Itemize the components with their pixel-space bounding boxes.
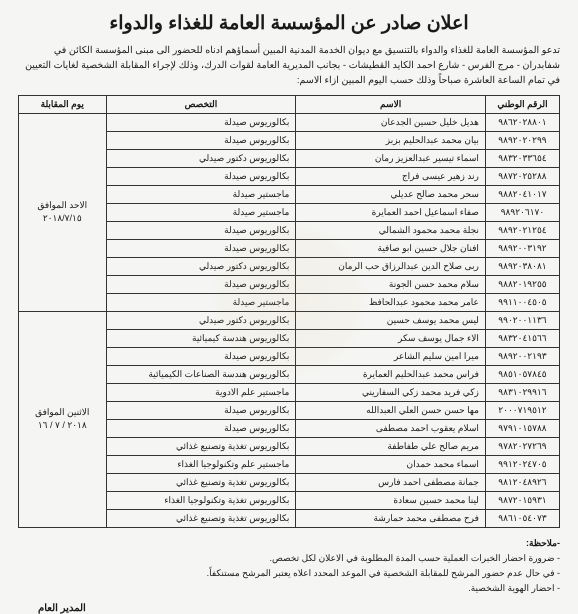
cell-specialization: بكالوريوس تغذية وتصنيع غذائي [106, 437, 296, 455]
cell-interview-day: الاحد الموافق٢٠١٨/٧/١٥ [19, 113, 107, 311]
col-name: الاسم [296, 95, 486, 113]
cell-specialization: ماجستير صيدلة [106, 293, 296, 311]
cell-specialization: بكالوريوس صيدلة [106, 167, 296, 185]
cell-name: اسماء محمد حمدان [296, 455, 486, 473]
cell-specialization: ماجستير علم وتكنولوجيا الغذاء [106, 455, 296, 473]
cell-national-id: ٩٨٦٢٠٢٨٨٠١ [485, 113, 559, 131]
notes-section: -ملاحظة: - ضرورة احضار الخبرات العملية ح… [18, 536, 560, 597]
cell-national-id: ٩٨٩٢٠٠٣١٩٢ [485, 239, 559, 257]
cell-specialization: بكالوريوس صيدلة [106, 347, 296, 365]
cell-national-id: ٩٩١٢٠٢٤٧٠٥ [485, 455, 559, 473]
cell-national-id: ٩٨٣٢٠٤١٥٦٦ [485, 329, 559, 347]
cell-name: صفاء اسماعيل احمد العمايرة [296, 203, 486, 221]
cell-name: جمانة مصطفى احمد فارس [296, 473, 486, 491]
col-specialization: التخصص [106, 95, 296, 113]
cell-national-id: ٩٨٧٢٠٢٥٢٨٨ [485, 167, 559, 185]
cell-specialization: بكالوريوس دكتور صيدلي [106, 311, 296, 329]
cell-national-id: ٩٨٩٢٠٦١٧٠ [485, 203, 559, 221]
page-title: اعلان صادر عن المؤسسة العامة للغذاء والد… [18, 12, 560, 35]
cell-name: مها حسن حسن العلي العبدالله [296, 401, 486, 419]
cell-national-id: ٩٩١١٠٠٤٥٠٥ [485, 293, 559, 311]
cell-specialization: ماجستير صيدلة [106, 203, 296, 221]
cell-specialization: بكالوريوس صيدلة [106, 239, 296, 257]
cell-specialization: ماجستير علم الادوية [106, 383, 296, 401]
cell-national-id: ٩٨٨٢٠١٩٢٥٥ [485, 275, 559, 293]
cell-national-id: ٩٨٣٢٠٣٣٦٥٤ [485, 149, 559, 167]
cell-national-id: ٩٨٣١٠٢٩٩١٦ [485, 383, 559, 401]
note-item: - احضار الهوية الشخصية. [18, 581, 560, 596]
cell-name: زكي فريد محمد زكي السفاريني [296, 383, 486, 401]
cell-specialization: بكالوريوس صيدلة [106, 131, 296, 149]
cell-specialization: بكالوريوس صيدلة [106, 113, 296, 131]
cell-national-id: ٩٨١٢٠٤٨٩٢٦ [485, 473, 559, 491]
cell-name: هديل خليل حسين الجدعان [296, 113, 486, 131]
cell-specialization: بكالوريوس دكتور صيدلي [106, 257, 296, 275]
cell-national-id: ٩٨٩٢٠٣٨٠٨١ [485, 257, 559, 275]
cell-national-id: ٩٧٨٢٠٢٧٢٦٩ [485, 437, 559, 455]
table-row: ٩٩٠٢٠٠١١٣٦ليس محمد يوسف حسينبكالوريوس دك… [19, 311, 560, 329]
cell-specialization: بكالوريوس صيدلة [106, 419, 296, 437]
cell-name: رند زهير عيسى فراج [296, 167, 486, 185]
cell-name: اسلام يعقوب احمد مصطفى [296, 419, 486, 437]
cell-national-id: ٩٧٩١٠١٥٧٨٨ [485, 419, 559, 437]
intro-paragraph: تدعو المؤسسة العامة للغذاء والدواء بالتن… [18, 43, 560, 89]
cell-name: اسماء تيسير عبدالعزيز رمان [296, 149, 486, 167]
cell-name: لينا محمد حسين سعادة [296, 491, 486, 509]
cell-national-id: ٢٠٠٠٧١٩٥١٢ [485, 401, 559, 419]
signature: المدير العام [18, 603, 560, 614]
cell-national-id: ٩٨٩٢٠٠٢١٩٣ [485, 347, 559, 365]
candidates-table: الرقم الوطني الاسم التخصص يوم المقابلة ٩… [18, 95, 560, 528]
cell-specialization: بكالوريوس صيدلة [106, 275, 296, 293]
cell-name: فرح مصطفى محمد حمارشة [296, 509, 486, 527]
cell-specialization: بكالوريوس صيدلة [106, 221, 296, 239]
cell-specialization: بكالوريوس تغذية وتصنيع غذائي [106, 509, 296, 527]
cell-name: نجلة محمد محمود الشمالي [296, 221, 486, 239]
cell-name: ميرا امين سليم الشاعر [296, 347, 486, 365]
notes-label: -ملاحظة: [18, 536, 560, 551]
cell-name: فراس محمد عبدالحليم العمايرة [296, 365, 486, 383]
cell-name: ليس محمد يوسف حسين [296, 311, 486, 329]
table-header-row: الرقم الوطني الاسم التخصص يوم المقابلة [19, 95, 560, 113]
cell-name: الاء جمال يوسف سكر [296, 329, 486, 347]
note-item: - ضرورة احضار الخبرات العملية حسب المدة … [18, 551, 560, 566]
cell-specialization: بكالوريوس هندسة الصناعات الكيميائية [106, 365, 296, 383]
cell-national-id: ٩٨٨٢٠٤١٠١٧ [485, 185, 559, 203]
col-interview-day: يوم المقابلة [19, 95, 107, 113]
note-item: - في حال عدم حضور المرشح للمقابلة الشخصي… [18, 566, 560, 581]
table-row: ٩٨٦٢٠٢٨٨٠١هديل خليل حسين الجدعانبكالوريو… [19, 113, 560, 131]
cell-name: سلام محمد حسن الجونة [296, 275, 486, 293]
cell-name: مريم صالح علي طفاطفة [296, 437, 486, 455]
cell-specialization: بكالوريوس هندسة كيميائية [106, 329, 296, 347]
cell-national-id: ٩٩٠٢٠٠١١٣٦ [485, 311, 559, 329]
cell-name: افنان جلال حسين ابو صافية [296, 239, 486, 257]
cell-national-id: ٩٨٥١٠٥٧٨٤٥ [485, 365, 559, 383]
cell-name: سحر محمد صالح عديلي [296, 185, 486, 203]
cell-specialization: بكالوريوس دكتور صيدلي [106, 149, 296, 167]
cell-national-id: ٩٨٩٢٠٢٠٢٩٩ [485, 131, 559, 149]
cell-name: بيان محمد عبدالحليم بزبز [296, 131, 486, 149]
cell-specialization: ماجستير صيدلة [106, 185, 296, 203]
cell-national-id: ٩٨٦١٠٥٤٠٧٣ [485, 509, 559, 527]
cell-national-id: ٩٨٧٢٠١٥٩٣١ [485, 491, 559, 509]
cell-national-id: ٩٨٩٢٠٢١٢٥٤ [485, 221, 559, 239]
cell-specialization: بكالوريوس صيدلة [106, 401, 296, 419]
cell-specialization: بكالوريوس تغذية وتصنيع غذائي [106, 473, 296, 491]
cell-specialization: بكالوريوس تغذية وتكنولوجيا الغذاء [106, 491, 296, 509]
cell-interview-day: الاثنين الموافق٢٠١٨ / ٧ / ١٦ [19, 311, 107, 527]
cell-name: عامر محمد محمود عبدالحافظ [296, 293, 486, 311]
col-national-id: الرقم الوطني [485, 95, 559, 113]
cell-name: ربى صلاح الدين عبدالرزاق حب الرمان [296, 257, 486, 275]
